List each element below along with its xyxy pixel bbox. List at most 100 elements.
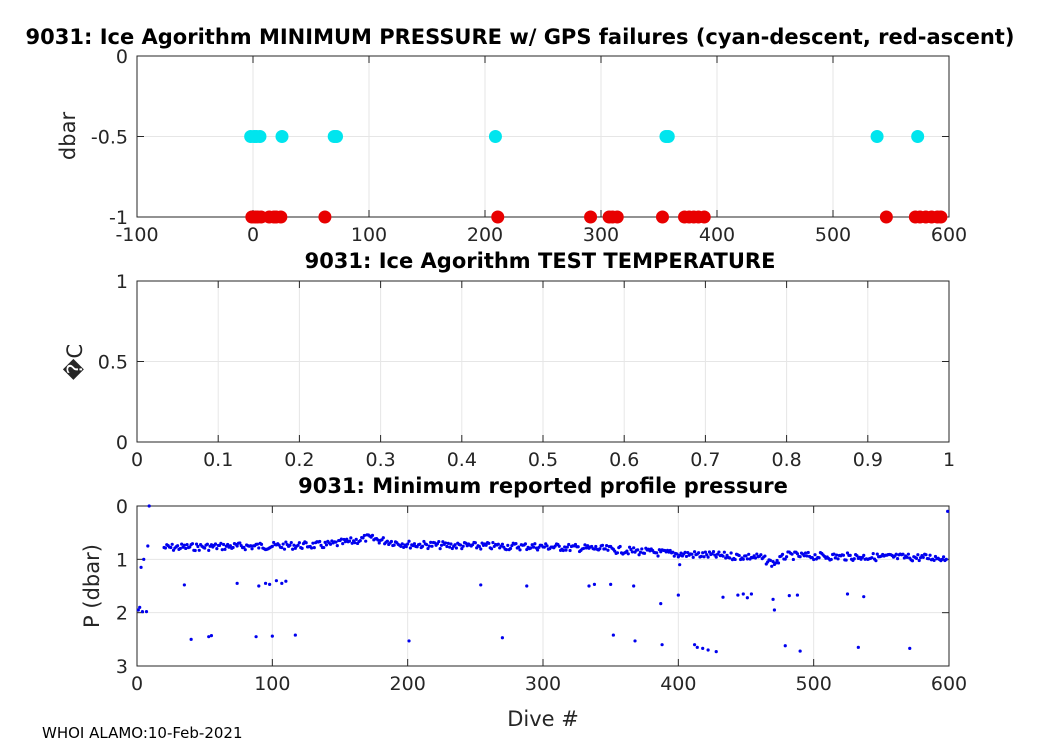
- data-point: [530, 543, 534, 547]
- data-point-min-pressure: [676, 593, 680, 597]
- subplot-1-title: 9031: Ice Agorithm MINIMUM PRESSURE w/ G…: [26, 25, 1015, 49]
- data-point: [874, 559, 878, 563]
- data-point-min-pressure: [235, 581, 239, 585]
- data-point: [213, 542, 218, 546]
- data-point: [235, 544, 239, 548]
- data-point-min-pressure: [795, 593, 800, 597]
- data-point: [518, 548, 522, 552]
- data-point-min-pressure: [268, 582, 272, 587]
- data-point: [484, 543, 488, 547]
- data-point: [205, 542, 209, 546]
- data-point: [582, 546, 586, 551]
- data-point: [334, 540, 338, 544]
- data-point: [364, 539, 368, 543]
- x-tick-label: 0.1: [203, 449, 233, 471]
- data-point: [412, 542, 417, 546]
- data-point: [941, 555, 946, 559]
- data-point-min-pressure: [741, 592, 745, 596]
- data-point: [170, 542, 174, 546]
- data-point: [636, 548, 640, 552]
- data-point: [376, 538, 380, 542]
- data-point-ascent: [879, 210, 893, 224]
- data-point: [894, 552, 898, 556]
- data-point-min-pressure: [609, 582, 613, 587]
- data-point: [906, 552, 911, 556]
- data-point: [637, 553, 641, 557]
- data-point: [176, 544, 180, 548]
- data-point: [706, 555, 710, 559]
- data-point: [728, 556, 732, 560]
- data-point: [180, 542, 184, 546]
- data-point: [625, 549, 629, 553]
- data-point: [803, 551, 808, 555]
- data-point: [944, 557, 948, 561]
- data-point: [460, 547, 464, 551]
- data-point: [249, 544, 253, 548]
- data-point-descent: [253, 130, 267, 143]
- data-point: [430, 544, 434, 548]
- data-point: [563, 545, 567, 549]
- data-point: [594, 544, 598, 549]
- data-point-min-pressure: [525, 584, 529, 588]
- data-point: [642, 551, 647, 555]
- data-point: [638, 550, 643, 554]
- data-point: [312, 546, 316, 550]
- data-point: [309, 546, 314, 550]
- subplot-3-points: [136, 504, 950, 654]
- subplot-1-yticks: 0 -0.5 -1: [91, 46, 949, 229]
- data-point: [446, 541, 450, 545]
- x-tick-label: 300: [525, 673, 561, 695]
- data-point: [426, 546, 430, 551]
- data-point: [697, 551, 701, 555]
- data-point: [924, 553, 928, 557]
- data-point: [358, 539, 362, 543]
- data-point: [381, 536, 385, 540]
- data-point: [209, 543, 214, 547]
- data-point: [188, 545, 192, 549]
- subplot-2-title: 9031: Ice Agorithm TEST TEMPERATURE: [305, 249, 776, 273]
- data-point: [798, 555, 802, 559]
- subplot-2-ylabel: �C: [62, 344, 87, 380]
- data-point: [461, 544, 465, 548]
- data-point-min-pressure: [587, 584, 591, 588]
- subplot-3-xlabel: Dive #: [507, 707, 579, 731]
- data-point: [280, 545, 284, 550]
- data-point-descent: [661, 130, 675, 143]
- data-point: [606, 548, 610, 552]
- data-point: [561, 548, 565, 553]
- data-point: [429, 540, 433, 544]
- data-point: [443, 541, 448, 545]
- data-point-min-pressure: [692, 643, 697, 647]
- data-point-min-pressure: [736, 593, 740, 597]
- x-tick-label: 0.7: [690, 449, 720, 471]
- data-point: [402, 545, 406, 550]
- data-point-min-pressure: [254, 635, 258, 639]
- data-point: [496, 542, 500, 546]
- data-point-min-pressure: [695, 645, 699, 649]
- y-tick-label: -1: [109, 207, 128, 229]
- data-point: [753, 556, 758, 560]
- data-point: [672, 554, 676, 558]
- x-tick-label: 0.5: [528, 449, 558, 471]
- data-point: [848, 553, 852, 557]
- data-point-min-pressure: [749, 592, 754, 596]
- data-point-min-pressure: [659, 602, 663, 606]
- data-point: [717, 550, 721, 554]
- data-point: [862, 553, 866, 557]
- data-point: [406, 542, 410, 546]
- data-point: [514, 541, 518, 546]
- data-point: [328, 542, 333, 546]
- data-point: [592, 547, 597, 551]
- x-tick-label: 100: [254, 673, 290, 695]
- data-point: [545, 544, 549, 548]
- x-tick-label: 500: [796, 673, 832, 695]
- data-point: [776, 561, 781, 565]
- data-point-ascent: [697, 210, 711, 224]
- data-point: [852, 557, 856, 561]
- data-point: [203, 546, 207, 550]
- data-point: [871, 551, 875, 556]
- data-point: [565, 545, 569, 549]
- data-point: [449, 542, 453, 546]
- data-point: [392, 543, 396, 547]
- data-point: [223, 547, 227, 551]
